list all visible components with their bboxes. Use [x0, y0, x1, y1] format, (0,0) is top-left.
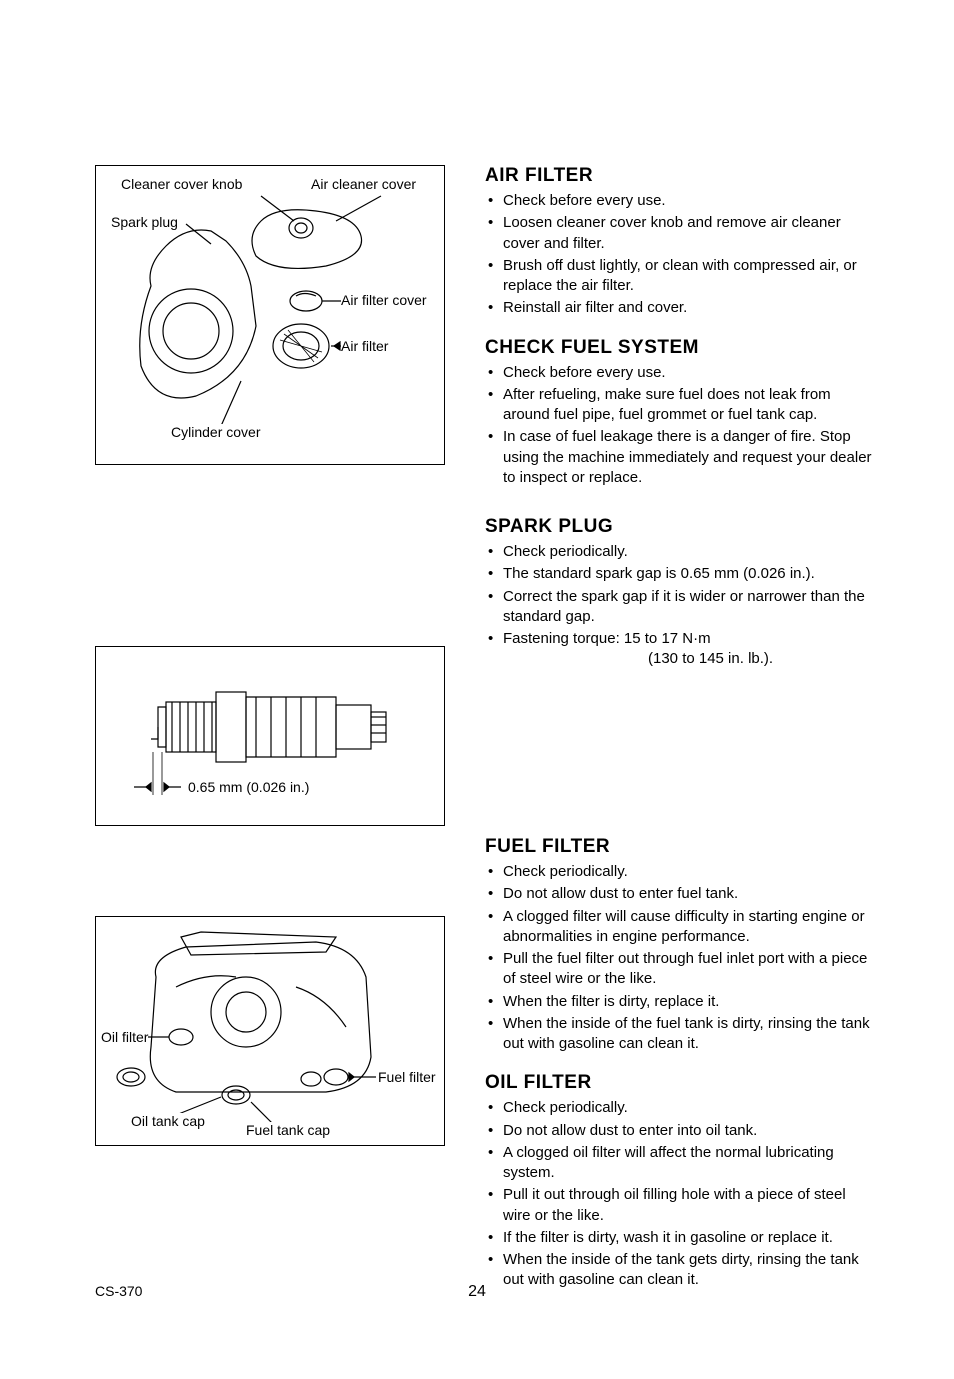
torque-line: Fastening torque: 15 to 17 N·m	[503, 630, 711, 647]
page-footer: CS-370 24	[0, 1283, 954, 1299]
list-item: Reinstall air filter and cover.	[485, 298, 874, 318]
list-item: Correct the spark gap if it is wider or …	[485, 587, 874, 628]
list-item: The standard spark gap is 0.65 mm (0.026…	[485, 564, 874, 584]
label-spark-gap: 0.65 mm (0.026 in.)	[188, 779, 309, 795]
figure2-column: 0.65 mm (0.026 in.)	[95, 516, 445, 826]
label-oil-filter: Oil filter	[101, 1029, 148, 1045]
list-item: Check before every use.	[485, 363, 874, 383]
list-item: A clogged filter will cause difficulty i…	[485, 907, 874, 948]
list-check-fuel: Check before every use. After refueling,…	[485, 363, 874, 489]
list-item: Do not allow dust to enter into oil tank…	[485, 1121, 874, 1141]
list-fuel-filter: Check periodically. Do not allow dust to…	[485, 862, 874, 1054]
row-filters: Oil filter Oil tank cap Fuel tank cap Fu…	[95, 836, 874, 1309]
row-spark-plug: 0.65 mm (0.026 in.) SPARK PLUG Check per…	[95, 516, 874, 826]
list-item: A clogged oil filter will affect the nor…	[485, 1143, 874, 1184]
label-fuel-tank-cap: Fuel tank cap	[246, 1122, 330, 1138]
heading-spark-plug: SPARK PLUG	[485, 516, 874, 538]
label-air-filter: Air filter	[341, 338, 388, 354]
spark-plug-icon	[96, 647, 446, 827]
figure-spark-plug: 0.65 mm (0.026 in.)	[95, 646, 445, 826]
label-cylinder-cover: Cylinder cover	[171, 424, 260, 440]
heading-check-fuel: CHECK FUEL SYSTEM	[485, 337, 874, 359]
list-item: If the filter is dirty, wash it in gasol…	[485, 1228, 874, 1248]
list-item: Check periodically.	[485, 542, 874, 562]
list-item: When the inside of the fuel tank is dirt…	[485, 1014, 874, 1055]
torque-sub: (130 to 145 in. lb.).	[503, 649, 874, 669]
page-content: Cleaner cover knob Air cleaner cover Spa…	[0, 0, 954, 1379]
figure-tank-underside: Oil filter Oil tank cap Fuel tank cap Fu…	[95, 916, 445, 1146]
list-item: Brush off dust lightly, or clean with co…	[485, 256, 874, 297]
list-item: Check periodically.	[485, 1098, 874, 1118]
heading-air-filter: AIR FILTER	[485, 165, 874, 187]
model-number: CS-370	[95, 1283, 142, 1299]
label-spark-plug: Spark plug	[111, 214, 178, 230]
figure3-column: Oil filter Oil tank cap Fuel tank cap Fu…	[95, 836, 445, 1309]
label-air-cleaner-cover: Air cleaner cover	[311, 176, 416, 192]
row-air-filter: Cleaner cover knob Air cleaner cover Spa…	[95, 165, 874, 506]
list-air-filter: Check before every use. Loosen cleaner c…	[485, 191, 874, 319]
heading-oil-filter: OIL FILTER	[485, 1072, 874, 1094]
text-col-2: SPARK PLUG Check periodically. The stand…	[485, 516, 874, 826]
list-item: Loosen cleaner cover knob and remove air…	[485, 213, 874, 254]
list-item: In case of fuel leakage there is a dange…	[485, 427, 874, 488]
figure-engine-top: Cleaner cover knob Air cleaner cover Spa…	[95, 165, 445, 465]
label-cleaner-cover-knob: Cleaner cover knob	[121, 176, 242, 192]
text-col-3: FUEL FILTER Check periodically. Do not a…	[485, 836, 874, 1309]
list-item: Fastening torque: 15 to 17 N·m (130 to 14…	[485, 629, 874, 670]
list-item: When the filter is dirty, replace it.	[485, 992, 874, 1012]
label-fuel-filter: Fuel filter	[378, 1069, 436, 1085]
page-number: 24	[468, 1283, 486, 1301]
list-item: After refueling, make sure fuel does not…	[485, 385, 874, 426]
label-oil-tank-cap: Oil tank cap	[131, 1113, 205, 1129]
engine-diagram-icon	[96, 166, 446, 466]
list-item: Do not allow dust to enter fuel tank.	[485, 884, 874, 904]
list-item: Pull it out through oil filling hole wit…	[485, 1185, 874, 1226]
list-item: Check periodically.	[485, 862, 874, 882]
list-oil-filter: Check periodically. Do not allow dust to…	[485, 1098, 874, 1290]
heading-fuel-filter: FUEL FILTER	[485, 836, 874, 858]
list-spark-plug: Check periodically. The standard spark g…	[485, 542, 874, 670]
list-item: Check before every use.	[485, 191, 874, 211]
list-item: Pull the fuel filter out through fuel in…	[485, 949, 874, 990]
figure1-column: Cleaner cover knob Air cleaner cover Spa…	[95, 165, 445, 506]
text-col-1: AIR FILTER Check before every use. Loose…	[485, 165, 874, 506]
label-air-filter-cover: Air filter cover	[341, 292, 427, 308]
